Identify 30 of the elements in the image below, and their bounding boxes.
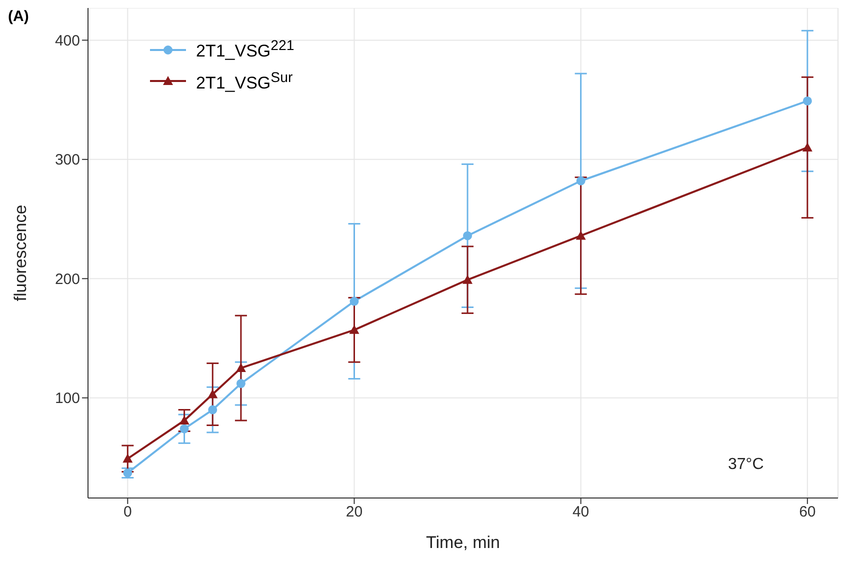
x-axis-title: Time, min — [426, 533, 500, 552]
point — [462, 274, 473, 284]
point — [349, 324, 360, 334]
y-tick-label: 100 — [54, 390, 80, 408]
point — [463, 231, 472, 240]
point — [236, 363, 246, 372]
point — [350, 296, 359, 306]
x-tick-label: 0 — [123, 504, 132, 521]
y-tick-label: 400 — [54, 32, 80, 50]
text: (A) — [8, 8, 29, 25]
x-tick-label: 20 — [346, 504, 363, 521]
point — [208, 389, 218, 398]
point — [802, 96, 812, 106]
point — [179, 416, 190, 425]
point — [576, 176, 586, 186]
point — [122, 454, 133, 463]
annotation: 37°C — [728, 456, 764, 474]
point — [576, 230, 586, 240]
point — [236, 379, 246, 388]
y-tick-label: 300 — [54, 152, 80, 169]
point — [208, 405, 218, 414]
point — [180, 424, 189, 434]
point — [802, 142, 812, 152]
point — [123, 468, 132, 478]
y-axis-title: fluorescence — [11, 204, 30, 302]
legend-label: 2T1_VSG$^{Sur}$ — [196, 70, 293, 94]
legend-label: 2T1_VSG$^{221}$ — [196, 38, 294, 62]
y-tick-label: 200 — [54, 270, 80, 288]
x-tick-label: 60 — [799, 504, 816, 521]
x-tick-label: 40 — [572, 504, 590, 521]
